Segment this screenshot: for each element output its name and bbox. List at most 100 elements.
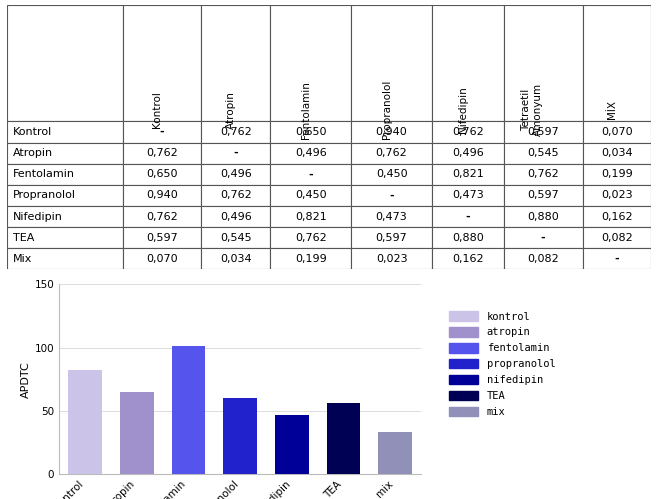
Bar <box>7 121 122 143</box>
Text: Propranolol: Propranolol <box>382 80 392 139</box>
Text: Atropin: Atropin <box>226 91 236 129</box>
Text: 0,821: 0,821 <box>452 169 484 179</box>
Text: 0,880: 0,880 <box>452 233 484 243</box>
Bar <box>7 206 122 227</box>
Bar <box>582 249 651 269</box>
Bar <box>582 164 651 185</box>
Bar <box>122 121 201 143</box>
Text: 0,762: 0,762 <box>220 191 252 201</box>
Bar <box>504 227 582 249</box>
Text: 0,496: 0,496 <box>220 212 252 222</box>
Text: 0,199: 0,199 <box>295 254 326 264</box>
Bar <box>270 206 351 227</box>
Text: 0,473: 0,473 <box>376 212 407 222</box>
Text: -: - <box>390 191 394 201</box>
Bar <box>120 392 153 474</box>
Text: 0,762: 0,762 <box>376 148 407 158</box>
Bar <box>504 143 582 164</box>
Bar <box>378 432 412 474</box>
Text: 0,082: 0,082 <box>601 233 633 243</box>
Text: Fentolamin: Fentolamin <box>13 169 75 179</box>
Bar <box>582 121 651 143</box>
Text: 0,496: 0,496 <box>220 169 252 179</box>
Bar <box>327 403 361 474</box>
Text: 0,023: 0,023 <box>601 191 633 201</box>
Bar <box>122 249 201 269</box>
Text: -: - <box>541 233 545 243</box>
Text: 0,545: 0,545 <box>527 148 559 158</box>
Bar <box>432 121 504 143</box>
Bar <box>504 206 582 227</box>
Text: 0,199: 0,199 <box>601 169 633 179</box>
Text: 0,597: 0,597 <box>527 127 559 137</box>
Text: -: - <box>234 148 238 158</box>
Text: 0,023: 0,023 <box>376 254 407 264</box>
Legend: kontrol, atropin, fentolamin, propranolol, nifedipin, TEA, mix: kontrol, atropin, fentolamin, propranolo… <box>446 308 559 420</box>
Text: Fentolamin: Fentolamin <box>301 81 311 139</box>
Text: 0,082: 0,082 <box>527 254 559 264</box>
Text: 0,473: 0,473 <box>452 191 484 201</box>
Text: Nifedipin: Nifedipin <box>13 212 63 222</box>
Bar <box>432 185 504 206</box>
Bar <box>351 249 432 269</box>
Text: 0,762: 0,762 <box>295 233 326 243</box>
Bar <box>223 398 257 474</box>
Text: Mix: Mix <box>13 254 32 264</box>
Text: 0,880: 0,880 <box>527 212 559 222</box>
Bar <box>122 185 201 206</box>
Bar <box>201 227 270 249</box>
Text: 0,940: 0,940 <box>146 191 178 201</box>
Bar <box>122 143 201 164</box>
Text: 0,545: 0,545 <box>220 233 251 243</box>
Bar <box>122 5 201 121</box>
Bar <box>504 5 582 121</box>
Bar <box>201 143 270 164</box>
Text: Propranolol: Propranolol <box>13 191 76 201</box>
Bar <box>201 121 270 143</box>
Bar <box>201 164 270 185</box>
Text: 0,650: 0,650 <box>146 169 178 179</box>
Text: 0,162: 0,162 <box>601 212 633 222</box>
Bar <box>582 185 651 206</box>
Text: 0,762: 0,762 <box>146 148 178 158</box>
Bar <box>7 185 122 206</box>
Text: 0,597: 0,597 <box>146 233 178 243</box>
Text: 0,821: 0,821 <box>295 212 326 222</box>
Text: 0,496: 0,496 <box>452 148 484 158</box>
Bar <box>270 249 351 269</box>
Bar <box>201 5 270 121</box>
Y-axis label: APDTC: APDTC <box>20 361 30 398</box>
Bar <box>122 206 201 227</box>
Bar <box>68 370 102 474</box>
Bar <box>7 143 122 164</box>
Bar <box>7 249 122 269</box>
Text: -: - <box>160 127 164 137</box>
Bar <box>351 164 432 185</box>
Text: 0,940: 0,940 <box>376 127 407 137</box>
Bar <box>122 227 201 249</box>
Bar <box>504 121 582 143</box>
Bar <box>504 185 582 206</box>
Bar <box>582 143 651 164</box>
Bar <box>7 164 122 185</box>
Text: 0,034: 0,034 <box>220 254 251 264</box>
Text: Tetraetil
Amonyum: Tetraetil Amonyum <box>522 83 543 136</box>
Bar <box>351 185 432 206</box>
Bar <box>432 206 504 227</box>
Bar <box>7 5 122 121</box>
Text: 0,597: 0,597 <box>527 191 559 201</box>
Text: 0,762: 0,762 <box>220 127 252 137</box>
Text: 0,450: 0,450 <box>376 169 407 179</box>
Text: 0,762: 0,762 <box>146 212 178 222</box>
Bar <box>122 164 201 185</box>
Bar <box>7 227 122 249</box>
Text: -: - <box>309 169 313 179</box>
Text: 0,496: 0,496 <box>295 148 326 158</box>
Bar <box>351 206 432 227</box>
Text: 0,762: 0,762 <box>527 169 559 179</box>
Bar <box>582 5 651 121</box>
Bar <box>201 206 270 227</box>
Text: 0,650: 0,650 <box>295 127 326 137</box>
Text: 0,597: 0,597 <box>376 233 407 243</box>
Bar <box>270 121 351 143</box>
